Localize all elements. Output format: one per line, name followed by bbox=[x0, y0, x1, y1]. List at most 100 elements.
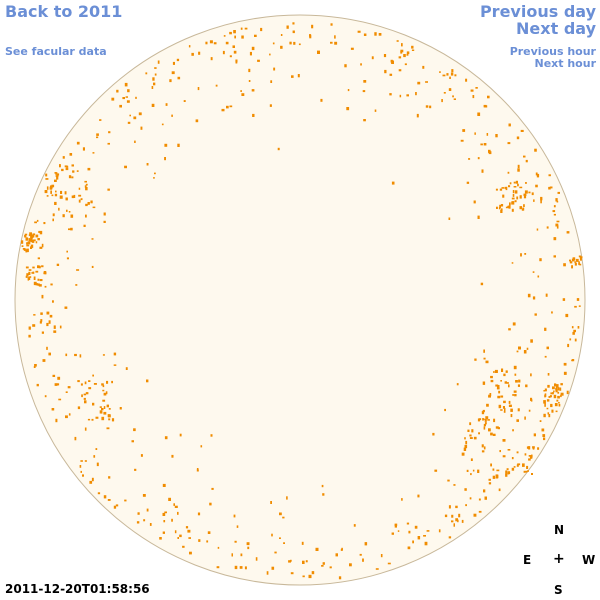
facula-mark bbox=[559, 387, 562, 391]
facula-mark bbox=[463, 447, 467, 451]
facula-mark bbox=[87, 167, 91, 171]
facula-mark bbox=[423, 535, 426, 537]
previous-day-link[interactable]: Previous day bbox=[479, 2, 596, 21]
facula-mark bbox=[271, 566, 275, 570]
facula-mark bbox=[321, 565, 324, 567]
previous-hour-link[interactable]: Previous hour bbox=[509, 45, 596, 58]
facula-mark bbox=[113, 505, 117, 509]
facula-mark bbox=[46, 186, 49, 190]
facula-mark bbox=[282, 516, 285, 519]
facula-mark bbox=[383, 54, 387, 58]
facula-mark bbox=[555, 223, 559, 227]
facula-mark bbox=[575, 258, 579, 262]
facula-mark bbox=[34, 221, 37, 224]
facula-mark bbox=[455, 518, 458, 522]
facula-mark bbox=[119, 104, 122, 108]
facula-mark bbox=[569, 261, 573, 264]
back-to-year-link[interactable]: Back to 2011 bbox=[5, 2, 123, 21]
facula-mark bbox=[546, 346, 549, 350]
facula-mark bbox=[508, 400, 511, 404]
facula-mark bbox=[560, 392, 564, 396]
facula-mark bbox=[187, 529, 191, 533]
facula-mark bbox=[524, 416, 526, 420]
facula-mark bbox=[179, 433, 182, 437]
facula-mark bbox=[48, 352, 51, 356]
facula-mark bbox=[164, 436, 168, 440]
facula-mark bbox=[549, 395, 552, 398]
facula-mark bbox=[514, 373, 517, 376]
facula-mark bbox=[530, 397, 533, 401]
facula-mark bbox=[467, 429, 470, 432]
facula-mark bbox=[108, 131, 111, 134]
facula-mark bbox=[293, 41, 296, 45]
facula-mark bbox=[28, 334, 31, 338]
facula-mark bbox=[80, 470, 82, 473]
facula-mark bbox=[26, 244, 30, 247]
facula-mark bbox=[344, 64, 347, 68]
facula-mark bbox=[502, 406, 505, 409]
facula-mark bbox=[70, 214, 74, 218]
facula-mark bbox=[565, 313, 569, 318]
facula-mark bbox=[469, 437, 473, 439]
facula-mark bbox=[57, 376, 61, 380]
facula-mark bbox=[298, 43, 301, 46]
facula-mark bbox=[508, 123, 511, 127]
facula-mark bbox=[447, 479, 450, 482]
facula-mark bbox=[101, 416, 105, 421]
facula-mark bbox=[99, 406, 102, 408]
facula-mark bbox=[500, 208, 503, 211]
facula-mark bbox=[25, 237, 29, 241]
facula-mark bbox=[153, 82, 156, 86]
compass-north-label: N bbox=[554, 523, 565, 537]
next-day-link[interactable]: Next day bbox=[516, 19, 596, 38]
facula-mark bbox=[85, 392, 89, 395]
facula-mark bbox=[488, 478, 491, 481]
facula-mark bbox=[496, 206, 498, 209]
facula-mark bbox=[553, 237, 557, 241]
facula-mark bbox=[41, 265, 44, 268]
facula-mark bbox=[29, 232, 32, 236]
facula-mark bbox=[51, 184, 55, 188]
facula-mark bbox=[401, 498, 403, 501]
facula-mark bbox=[574, 305, 577, 308]
facula-mark bbox=[234, 565, 238, 570]
facula-mark bbox=[473, 436, 477, 440]
facula-mark bbox=[341, 547, 343, 551]
facula-mark bbox=[493, 371, 495, 373]
facula-mark bbox=[519, 186, 523, 189]
facula-mark bbox=[111, 380, 113, 384]
facula-mark bbox=[197, 512, 201, 516]
facula-mark bbox=[330, 41, 333, 44]
facula-mark bbox=[552, 210, 556, 213]
facula-mark bbox=[78, 187, 81, 190]
facula-mark bbox=[191, 52, 194, 56]
facula-mark bbox=[487, 419, 490, 421]
facula-mark bbox=[464, 488, 467, 491]
facula-mark bbox=[504, 381, 507, 384]
facula-mark bbox=[350, 47, 354, 50]
facula-mark bbox=[482, 409, 485, 413]
facula-mark bbox=[483, 489, 486, 493]
facula-mark bbox=[541, 428, 545, 432]
facula-mark bbox=[453, 523, 455, 527]
facula-mark bbox=[125, 367, 128, 370]
facula-mark bbox=[56, 383, 60, 386]
facula-mark bbox=[74, 353, 77, 357]
observation-timestamp: 2011-12-20T01:58:56 bbox=[5, 582, 150, 596]
facula-mark bbox=[103, 392, 107, 396]
facula-mark bbox=[176, 58, 180, 62]
facula-mark bbox=[38, 230, 40, 233]
facula-mark bbox=[475, 87, 478, 89]
next-hour-link[interactable]: Next hour bbox=[534, 57, 597, 70]
facula-mark bbox=[517, 168, 520, 172]
facula-mark bbox=[555, 388, 558, 391]
facula-mark bbox=[509, 182, 512, 185]
facula-mark bbox=[387, 562, 391, 565]
facula-mark bbox=[536, 228, 539, 231]
facula-mark bbox=[579, 256, 583, 259]
facula-mark bbox=[378, 33, 382, 36]
see-facular-data-link[interactable]: See facular data bbox=[5, 45, 107, 58]
facula-mark bbox=[269, 53, 271, 56]
facula-mark bbox=[526, 465, 529, 469]
facula-mark bbox=[481, 450, 485, 453]
